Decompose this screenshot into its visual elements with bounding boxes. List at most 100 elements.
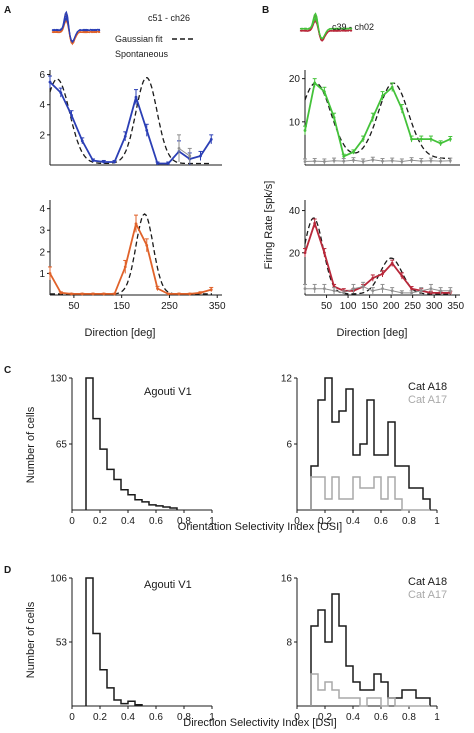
label-agouti-d: Agouti V1 [144, 579, 192, 591]
data-point [400, 160, 404, 163]
data-point [381, 94, 384, 98]
x-tick-label: 0.4 [121, 712, 135, 723]
data-point [342, 154, 346, 158]
y-tick-label: 65 [56, 440, 68, 451]
series-line-green [304, 81, 451, 158]
data-point [371, 158, 375, 162]
data-point [123, 265, 127, 269]
data-point [361, 285, 365, 288]
x-tick-label: 150 [361, 301, 378, 312]
y-tick-label: 3 [39, 226, 45, 237]
x-tick-label: 50 [68, 301, 80, 312]
data-point [123, 134, 127, 138]
waveform-inset-a [51, 10, 101, 46]
data-point [371, 276, 375, 280]
data-point [80, 139, 84, 143]
data-point [381, 272, 384, 276]
y-tick-label: 10 [289, 117, 301, 128]
data-point [102, 292, 106, 296]
data-point [352, 150, 355, 154]
x-tick-label: 250 [161, 301, 178, 312]
chart-a-top: 2 4 6 [39, 70, 222, 166]
histogram-black [85, 377, 178, 510]
x-tick-label: 0.4 [346, 516, 360, 527]
x-tick-label: 0 [69, 516, 75, 527]
chart-a-bottom: 1 2 3 4 50 150 250 350 [39, 200, 226, 312]
data-point [400, 274, 404, 278]
data-point [410, 137, 413, 141]
legend-gaussian-label: Gaussian fit [115, 34, 163, 44]
data-point [199, 154, 202, 158]
label-cat-a18-c: Cat A18 [408, 381, 447, 393]
data-point [322, 251, 326, 255]
panel-letter-d: D [4, 565, 11, 576]
data-point [145, 128, 149, 132]
waveform-trace [299, 18, 352, 39]
chart-d-right: 8 16 0 0.2 0.4 0.6 0.8 1 [281, 574, 440, 724]
y-tick-label: 4 [39, 204, 45, 215]
x-tick-label: 100 [340, 301, 357, 312]
data-point [361, 160, 365, 163]
ylabel-cells-d: Number of cells [25, 601, 37, 678]
data-point [342, 159, 346, 163]
waveform-trace [299, 20, 352, 41]
waveform-trace [51, 20, 100, 44]
data-point [429, 137, 433, 141]
data-point [352, 287, 355, 291]
x-tick-label: 0.4 [121, 516, 135, 527]
data-point [303, 129, 307, 132]
data-point [361, 137, 365, 141]
data-point [390, 289, 394, 293]
x-tick-label: 50 [321, 301, 333, 312]
y-tick-label: 16 [281, 574, 293, 585]
waveform-inset-b [299, 12, 353, 42]
data-point [419, 137, 423, 141]
series-line-blue [49, 81, 213, 165]
gaussian-fit-line [304, 82, 451, 160]
data-point [313, 287, 317, 291]
data-point [303, 287, 307, 291]
x-tick-label: 0.8 [177, 712, 191, 723]
data-point [59, 291, 63, 295]
data-point [145, 243, 149, 247]
data-point [166, 292, 170, 296]
data-point [303, 160, 307, 163]
series-line-gray [304, 159, 451, 163]
x-tick-label: 0.2 [318, 712, 332, 723]
x-tick-label: 350 [209, 301, 226, 312]
series-line-orange [49, 221, 212, 295]
data-point [91, 159, 95, 162]
data-point [448, 289, 452, 293]
y-tick-label: 53 [56, 638, 68, 649]
x-tick-label: 300 [426, 301, 443, 312]
label-cat-a17-c: Cat A17 [408, 394, 447, 406]
unit-label-a: c51 - ch26 [148, 13, 190, 23]
ylabel-cells-c: Number of cells [25, 406, 37, 483]
data-point [439, 142, 443, 145]
y-tick-label: 6 [39, 70, 45, 81]
x-tick-label: 0 [294, 516, 300, 527]
data-point [48, 272, 52, 275]
data-point [80, 292, 84, 296]
data-point [113, 160, 116, 164]
y-tick-label: 4 [39, 100, 45, 111]
data-point [439, 289, 443, 293]
data-point [59, 91, 63, 95]
data-point [448, 137, 452, 141]
data-point [177, 147, 181, 150]
y-tick-label: 6 [286, 440, 292, 451]
data-point [419, 159, 423, 163]
x-tick-label: 1 [209, 516, 215, 527]
data-point [410, 287, 413, 291]
data-point [429, 159, 433, 163]
x-tick-label: 0.8 [402, 712, 416, 723]
data-point [352, 158, 355, 162]
data-point [70, 292, 73, 296]
chart-c-left: 65 130 0 0.2 0.4 0.6 0.8 1 [50, 374, 215, 528]
x-tick-label: 250 [404, 301, 421, 312]
data-point [332, 159, 336, 163]
label-cat-a18-d: Cat A18 [408, 576, 447, 588]
legend-spontaneous-label: Spontaneous [115, 49, 169, 59]
data-point [188, 292, 192, 296]
x-tick-label: 1 [434, 516, 440, 527]
